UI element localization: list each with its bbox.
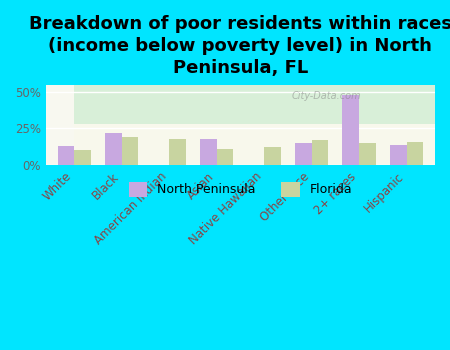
Bar [169, 139, 186, 165]
Bar [311, 140, 328, 165]
Bar [74, 150, 91, 165]
Bar [342, 95, 359, 165]
Text: City-Data.com: City-Data.com [291, 91, 361, 101]
Legend: North Peninsula, Florida: North Peninsula, Florida [122, 175, 359, 203]
Bar [200, 139, 217, 165]
Bar [105, 133, 122, 165]
Bar [217, 149, 233, 165]
Bar [122, 137, 139, 165]
Bar [295, 143, 311, 165]
Bar [58, 146, 74, 165]
Bar [359, 143, 376, 165]
Bar [406, 142, 423, 165]
Title: Breakdown of poor residents within races
(income below poverty level) in North
P: Breakdown of poor residents within races… [29, 15, 450, 77]
Bar [390, 145, 406, 165]
Bar [264, 147, 281, 165]
